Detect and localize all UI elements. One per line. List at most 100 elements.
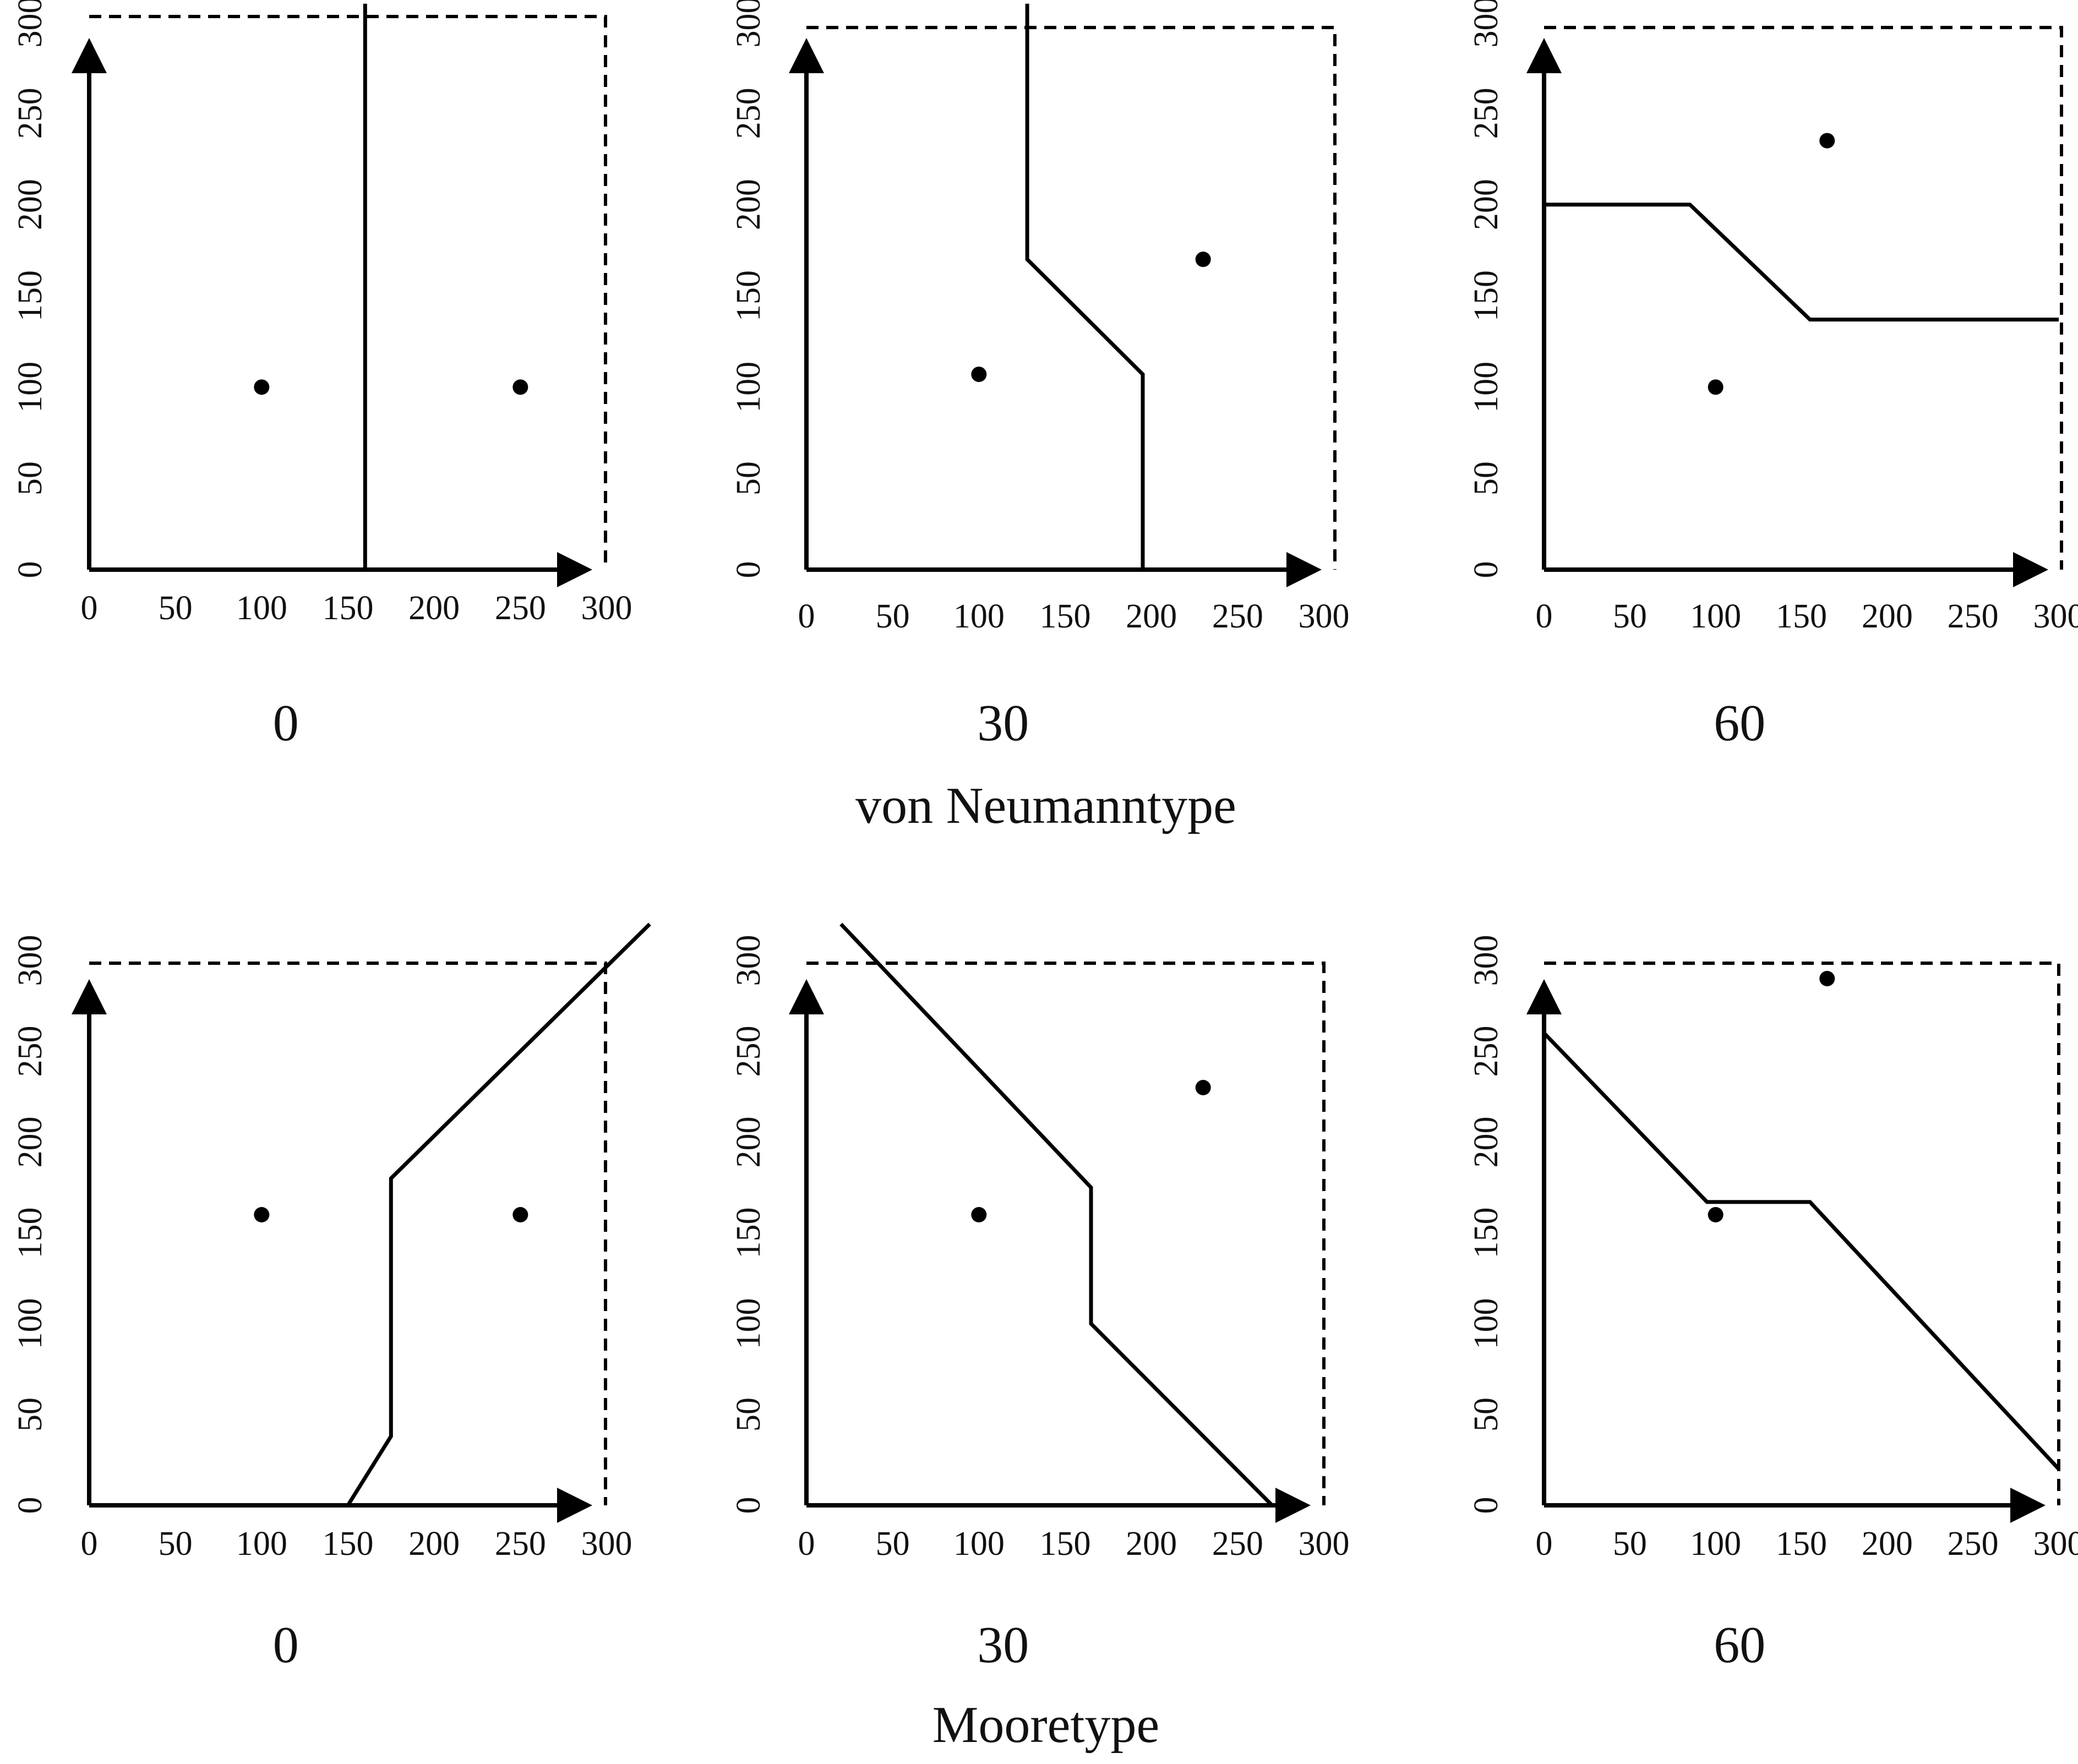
dashed-frame <box>1544 26 2063 570</box>
y-tick-label: 100 <box>1468 1298 1505 1350</box>
data-point <box>971 1207 987 1222</box>
y-tick-label: 250 <box>1468 88 1505 139</box>
y-tick-label: 0 <box>730 1497 767 1514</box>
y-tick-label: 50 <box>1468 1397 1505 1432</box>
y-tick-label: 100 <box>1468 362 1505 413</box>
panel-neumann-0: 0 50 100 150 200 250 300 0 50 100 150 200 250 300 0 <box>12 0 632 752</box>
data-point <box>1708 1207 1724 1222</box>
y-tick-label: 0 <box>730 561 767 578</box>
x-tick-label: 150 <box>1040 598 1091 635</box>
x-tick-label: 0 <box>81 589 98 627</box>
x-tick-label: 50 <box>1613 1525 1647 1563</box>
x-tick-label: 100 <box>953 1525 1005 1563</box>
y-tick-label: 0 <box>1468 1497 1505 1514</box>
x-tick-label: 150 <box>323 589 374 627</box>
panel-caption: 0 <box>273 1616 299 1674</box>
y-tick-label: 100 <box>730 362 767 413</box>
x-tick-label: 300 <box>581 589 632 627</box>
panel-caption: 30 <box>977 695 1029 752</box>
data-point <box>512 379 528 395</box>
x-tick-label: 100 <box>236 1525 287 1563</box>
panel-caption: 30 <box>977 1616 1029 1674</box>
y-tick-label: 150 <box>1468 270 1505 321</box>
x-tick-label: 300 <box>1299 1525 1350 1563</box>
y-tick-label: 150 <box>12 1208 49 1259</box>
x-tick-label: 50 <box>159 1525 193 1563</box>
x-tick-label: 300 <box>1299 598 1350 635</box>
y-tick-label: 250 <box>1468 1026 1505 1077</box>
x-tick-label: 250 <box>495 589 546 627</box>
panel-caption: 0 <box>273 695 299 752</box>
y-tick-label: 0 <box>1468 561 1505 578</box>
y-tick-label: 200 <box>730 1117 767 1168</box>
y-tick-label: 100 <box>730 1298 767 1350</box>
data-point <box>1819 971 1835 986</box>
x-tick-label: 300 <box>2033 598 2078 635</box>
y-tick-label: 0 <box>12 561 49 578</box>
x-tick-label: 150 <box>323 1525 374 1563</box>
x-tick-label: 250 <box>1948 1525 1999 1563</box>
data-point <box>254 1207 270 1222</box>
x-tick-label: 100 <box>1690 1525 1741 1563</box>
y-tick-label: 300 <box>12 0 49 48</box>
x-tick-label: 0 <box>81 1525 98 1563</box>
x-tick-label: 50 <box>876 1525 910 1563</box>
boundary-line <box>1542 1031 2060 1471</box>
y-tick-label: 50 <box>1468 461 1505 495</box>
panel-neumann-60: 0 50 100 150 200 250 300 0 50 100 150 200 250 300 60 <box>1468 0 2078 752</box>
y-tick-label: 50 <box>12 461 49 495</box>
x-tick-label: 150 <box>1776 1525 1827 1563</box>
data-point <box>512 1207 528 1222</box>
x-tick-label: 0 <box>798 598 815 635</box>
x-tick-label: 150 <box>1040 1525 1091 1563</box>
dashed-frame <box>89 962 607 1505</box>
group-title-von-neumann: von Neumanntype <box>855 777 1236 834</box>
x-tick-label: 0 <box>798 1525 815 1563</box>
x-tick-label: 200 <box>1126 1525 1177 1563</box>
y-tick-label: 250 <box>730 1026 767 1077</box>
x-tick-label: 200 <box>1126 598 1177 635</box>
data-point <box>1819 133 1835 149</box>
y-tick-label: 300 <box>730 935 767 986</box>
panel-moore-60: 0 50 100 150 200 250 300 0 50 100 150 200 250 300 60 <box>1468 935 2078 1674</box>
y-tick-label: 200 <box>12 1117 49 1168</box>
data-point <box>971 367 987 383</box>
panel-moore-30: 0 50 100 150 200 250 300 0 50 100 150 200 250 300 30 <box>730 922 1350 1674</box>
y-tick-label: 150 <box>730 1208 767 1259</box>
x-tick-label: 0 <box>1536 598 1553 635</box>
boundary-line <box>1025 3 1145 570</box>
y-tick-label: 50 <box>730 461 767 495</box>
x-tick-label: 100 <box>953 598 1005 635</box>
data-point <box>254 379 270 395</box>
x-tick-label: 200 <box>1862 1525 1913 1563</box>
y-tick-label: 50 <box>12 1397 49 1432</box>
x-tick-label: 250 <box>495 1525 546 1563</box>
y-tick-label: 100 <box>12 362 49 413</box>
x-tick-label: 300 <box>2033 1525 2078 1563</box>
y-tick-label: 250 <box>12 1026 49 1077</box>
dashed-frame <box>806 26 1337 570</box>
group-title-moore: Mooretype <box>932 1696 1159 1754</box>
panel-neumann-30: 0 50 100 150 200 250 300 0 50 100 150 200 250 300 30 <box>730 0 1350 752</box>
y-tick-label: 0 <box>12 1497 49 1514</box>
y-tick-label: 100 <box>12 1298 49 1350</box>
x-tick-label: 200 <box>1862 598 1913 635</box>
dashed-frame <box>806 962 1326 1505</box>
x-tick-label: 50 <box>159 589 193 627</box>
x-tick-label: 100 <box>236 589 287 627</box>
x-tick-label: 100 <box>1690 598 1741 635</box>
panel-moore-0: 0 50 100 150 200 250 300 0 50 100 150 200 250 300 0 <box>12 922 651 1674</box>
x-tick-label: 200 <box>408 589 460 627</box>
y-tick-label: 150 <box>730 270 767 321</box>
y-tick-label: 150 <box>12 270 49 321</box>
data-point <box>1195 252 1211 267</box>
data-point <box>1195 1080 1211 1095</box>
x-tick-label: 0 <box>1536 1525 1553 1563</box>
boundary-line <box>839 922 1274 1507</box>
x-tick-label: 250 <box>1212 1525 1263 1563</box>
y-tick-label: 300 <box>1468 935 1505 986</box>
y-tick-label: 250 <box>12 88 49 139</box>
boundary-line <box>1544 203 2059 322</box>
dashed-frame <box>1544 962 2060 1505</box>
panel-caption: 60 <box>1714 1616 1765 1674</box>
